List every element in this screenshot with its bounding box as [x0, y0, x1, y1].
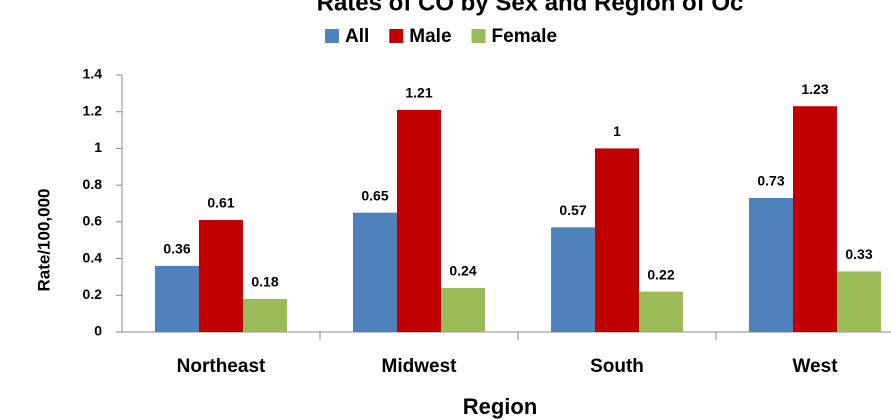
y-tick-label: 1.2 — [83, 102, 103, 118]
x-tick-label: West — [792, 356, 838, 377]
data-label: 0.61 — [207, 195, 234, 211]
bar — [199, 220, 243, 332]
legend-label: Female — [492, 26, 557, 47]
data-label: 0.18 — [251, 274, 278, 290]
bar — [793, 106, 837, 332]
data-label: 1.23 — [801, 81, 828, 97]
y-tick-label: 0 — [94, 323, 102, 339]
bar — [397, 109, 441, 332]
x-axis-label: Region — [463, 394, 538, 419]
data-label: 1 — [613, 123, 621, 139]
bar — [595, 148, 639, 332]
chart-title: Rates of CO by Sex and Region of Oc — [317, 0, 744, 16]
x-tick-label: Midwest — [382, 356, 458, 377]
legend-label: Male — [409, 26, 451, 47]
data-label: 0.22 — [647, 266, 674, 282]
data-label: 0.36 — [163, 241, 190, 257]
legend-swatch — [325, 29, 339, 43]
bar — [639, 291, 683, 332]
y-tick-label: 0.6 — [83, 213, 103, 229]
data-label: 1.21 — [405, 85, 432, 101]
bar — [353, 212, 397, 332]
bar — [749, 197, 793, 332]
x-tick-label: Northeast — [177, 356, 266, 377]
y-axis-label: Rate/100,000 — [34, 188, 53, 291]
y-tick-label: 0.4 — [83, 249, 103, 265]
data-label: 0.65 — [361, 187, 388, 203]
bar — [155, 265, 199, 332]
legend-swatch — [471, 29, 486, 43]
data-label: 0.33 — [845, 246, 872, 262]
y-tick-label: 1 — [94, 139, 102, 155]
bar — [441, 287, 485, 332]
data-label: 0.73 — [757, 173, 784, 189]
legend-label: All — [345, 26, 369, 47]
legend-swatch — [389, 29, 404, 43]
data-label: 0.24 — [449, 263, 476, 279]
y-tick-label: 1.4 — [83, 66, 103, 82]
data-label: 0.57 — [559, 202, 586, 218]
y-tick-label: 0.8 — [83, 176, 103, 192]
y-tick-label: 0.2 — [83, 286, 103, 302]
x-tick-label: South — [590, 356, 644, 377]
bar — [551, 227, 595, 332]
bar — [243, 298, 287, 332]
bar — [837, 271, 881, 332]
